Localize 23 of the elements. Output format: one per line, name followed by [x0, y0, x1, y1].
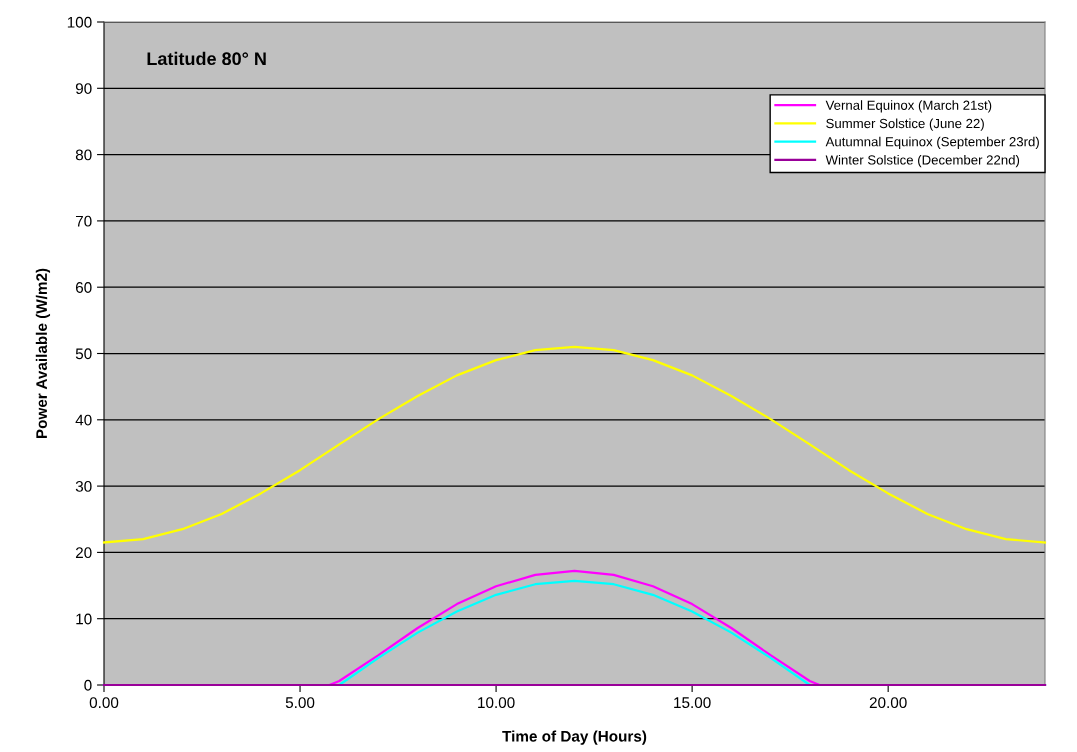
y-tick-label: 0: [84, 679, 92, 691]
annotation: Latitude 80° N: [147, 51, 266, 66]
x-tick-label: 20.00: [869, 697, 907, 709]
legend-label: Vernal Equinox (March 21st): [825, 100, 992, 113]
y-tick-label: 50: [75, 348, 92, 360]
y-tick-label: 70: [75, 215, 92, 227]
legend-label: Autumnal Equinox (September 23rd): [825, 136, 1039, 149]
x-tick-label: 5.00: [285, 697, 315, 709]
x-tick-label: 10.00: [478, 697, 515, 709]
y-tick-label: 60: [75, 282, 92, 293]
y-axis-title: Power Available (W/m2): [35, 268, 51, 439]
y-tick-label: 30: [75, 480, 92, 492]
x-axis-title: Time of Day (Hours): [502, 730, 647, 745]
y-tick-label: 100: [67, 16, 92, 28]
legend-label: Winter Solstice (December 22nd): [825, 154, 1020, 168]
legend-label: Summer Solstice (June 22): [826, 118, 984, 131]
x-tick-label: 0.00: [89, 697, 119, 709]
y-tick-label: 40: [75, 414, 92, 426]
y-tick-label: 10: [76, 613, 92, 625]
y-tick-label: 80: [75, 149, 92, 161]
y-tick-label: 20: [75, 547, 92, 559]
x-tick-label: 15.00: [674, 697, 711, 709]
y-tick-label: 90: [75, 83, 92, 94]
